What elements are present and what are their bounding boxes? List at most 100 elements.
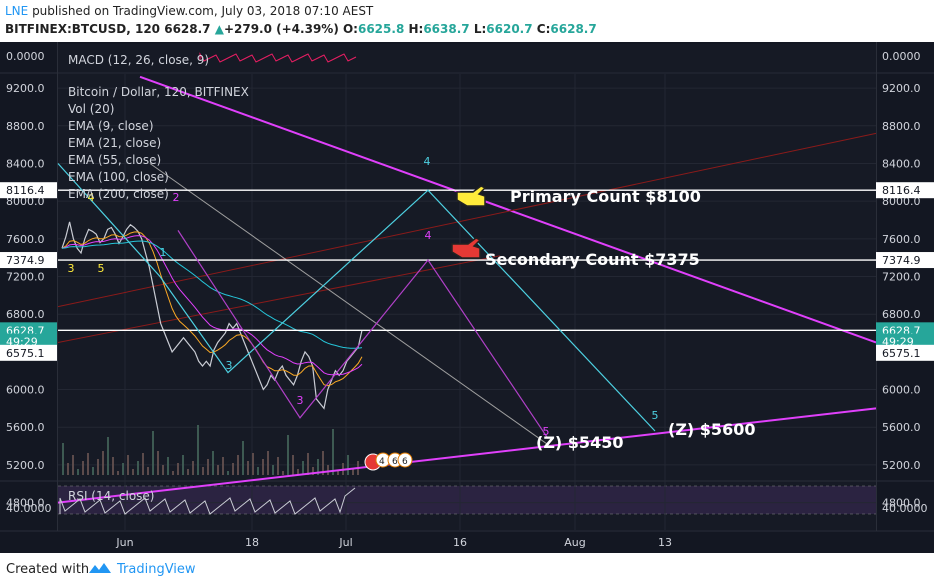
volume-bar bbox=[132, 469, 134, 475]
y-tick-label-right: 8000.0 bbox=[882, 195, 921, 208]
x-tick-label: Jul bbox=[338, 536, 352, 549]
event-badges: 4 6 6 bbox=[364, 452, 413, 471]
volume-bar bbox=[187, 469, 189, 475]
rsi-band bbox=[58, 486, 876, 514]
volume-bar bbox=[307, 453, 309, 475]
primary-wave-path bbox=[57, 163, 656, 432]
price-marker-right bbox=[876, 182, 934, 199]
price-marker-left bbox=[0, 182, 57, 199]
publisher-name[interactable]: LNE bbox=[5, 4, 29, 18]
y-tick-label-right: 5200.0 bbox=[882, 459, 921, 472]
y-tick-label-right: 8400.0 bbox=[882, 157, 921, 170]
publish-header: LNE published on TradingView.com, July 0… bbox=[0, 0, 934, 42]
volume-bar bbox=[322, 451, 324, 475]
volume-bar bbox=[227, 471, 229, 475]
macd-pane bbox=[58, 44, 876, 72]
volume-bar bbox=[77, 469, 79, 475]
event-badge-label: 4 bbox=[379, 457, 385, 467]
volume-bar bbox=[262, 459, 264, 475]
legend-vol: Vol (20) bbox=[68, 102, 114, 116]
ema-line bbox=[61, 235, 363, 376]
macd-legend: MACD (12, 26, close, 9) bbox=[68, 53, 209, 67]
volume-bar bbox=[117, 471, 119, 475]
volume-bar bbox=[147, 467, 149, 475]
macd-right-tick: 0.0000 bbox=[882, 50, 921, 63]
y-tick-label-right: 6800.0 bbox=[882, 308, 921, 321]
channel-trendline bbox=[57, 132, 877, 308]
tradingview-link[interactable]: TradingView bbox=[117, 562, 196, 577]
change-value: +279.0 (+4.39%) bbox=[223, 22, 339, 36]
volume-bar bbox=[107, 437, 109, 475]
wave-label-secondary: 5 bbox=[543, 425, 550, 438]
y-tick-label-right: 4800.0 bbox=[882, 497, 921, 510]
event-badge-label: 6 bbox=[402, 457, 408, 467]
volume-bar bbox=[302, 461, 304, 475]
y-tick-label-left: 6800.0 bbox=[6, 308, 45, 321]
y-tick-label-left: 8800.0 bbox=[6, 120, 45, 133]
y-tick-label-left: 9200.0 bbox=[6, 82, 45, 95]
wave-label-early: 5 bbox=[98, 262, 105, 275]
volume-bar bbox=[177, 463, 179, 475]
volume-bar bbox=[97, 459, 99, 475]
y-tick-label-right: 9200.0 bbox=[882, 82, 921, 95]
volume-bar bbox=[272, 465, 274, 475]
volume-bar bbox=[157, 451, 159, 475]
wave-label-primary: 1 bbox=[160, 246, 167, 259]
y-tick-label-right: 6000.0 bbox=[882, 384, 921, 397]
volume-bar bbox=[347, 455, 349, 475]
volume-bar bbox=[62, 443, 64, 475]
volume-bar bbox=[282, 471, 284, 475]
volume-bar bbox=[222, 457, 224, 475]
volume-bar bbox=[167, 457, 169, 475]
horizontal-levels bbox=[58, 189, 876, 332]
published-text: published on TradingView.com, July 03, 2… bbox=[28, 4, 374, 18]
volume-bar bbox=[312, 467, 314, 475]
wave-projections bbox=[57, 163, 656, 439]
z-5450-annotation: (Z) $5450 bbox=[536, 433, 623, 452]
volume-bar bbox=[152, 431, 154, 475]
high-value: 6638.7 bbox=[423, 22, 470, 36]
volume-bar bbox=[102, 451, 104, 475]
y-tick-label-right: 7600.0 bbox=[882, 233, 921, 246]
volume-bar bbox=[292, 455, 294, 475]
low-label: L: bbox=[473, 22, 487, 36]
last-price: 6628.7 bbox=[164, 22, 211, 36]
wave-label-primary: 4 bbox=[424, 155, 431, 168]
rsi-left-tick: 40.0000 bbox=[6, 502, 52, 515]
close-label: C: bbox=[536, 22, 551, 36]
price-marker-right-label: 6575.1 bbox=[882, 347, 921, 360]
volume-bar bbox=[192, 461, 194, 475]
y-tick-label-left: 4800.0 bbox=[6, 497, 45, 510]
legend-ema100: EMA (100, close) bbox=[68, 170, 169, 184]
volume-bar bbox=[182, 455, 184, 475]
close-value: 6628.7 bbox=[550, 22, 597, 36]
symbol-info: BITFINEX:BTCUSD, 120 6628.7 ▲+279.0 (+4.… bbox=[5, 22, 597, 36]
y-tick-label-right: 7200.0 bbox=[882, 271, 921, 284]
macd-series bbox=[199, 52, 357, 63]
price-pane bbox=[58, 74, 876, 512]
price-marker-left bbox=[0, 252, 57, 269]
macd-left-tick: 0.0000 bbox=[6, 50, 45, 63]
volume-bar bbox=[137, 461, 139, 475]
y-axis: 9200.0 9200.0 8800.0 8800.0 8400.0 8400.0 8000… bbox=[6, 82, 921, 509]
volume-bar bbox=[217, 465, 219, 475]
volume-bar bbox=[317, 459, 319, 475]
volume-bar bbox=[127, 455, 129, 475]
wave-label-early: 4 bbox=[88, 191, 95, 204]
x-tick-label: 13 bbox=[658, 536, 672, 549]
volume-bar bbox=[267, 451, 269, 475]
rsi-series bbox=[59, 487, 356, 515]
volume-bar bbox=[92, 467, 94, 475]
trendlines bbox=[57, 75, 877, 504]
volume-bar bbox=[207, 459, 209, 475]
chart-title: Bitcoin / Dollar, 120, BITFINEX bbox=[68, 85, 249, 99]
volume-bar bbox=[247, 461, 249, 475]
open-label: O: bbox=[342, 22, 358, 36]
legend-ema55: EMA (55, close) bbox=[68, 153, 161, 167]
event-badge-label: 6 bbox=[392, 457, 398, 467]
x-tick-label: 18 bbox=[245, 536, 259, 549]
price-marker-right bbox=[876, 344, 934, 361]
chart-canvas[interactable]: 4 5 3 1 2 3 4 5 4 3 5 9200.0 9200.0 8800.0 8800.0 8400… bbox=[0, 42, 934, 554]
price-marker-right-label: 8116.4 bbox=[882, 184, 921, 197]
volume-bar bbox=[257, 467, 259, 475]
